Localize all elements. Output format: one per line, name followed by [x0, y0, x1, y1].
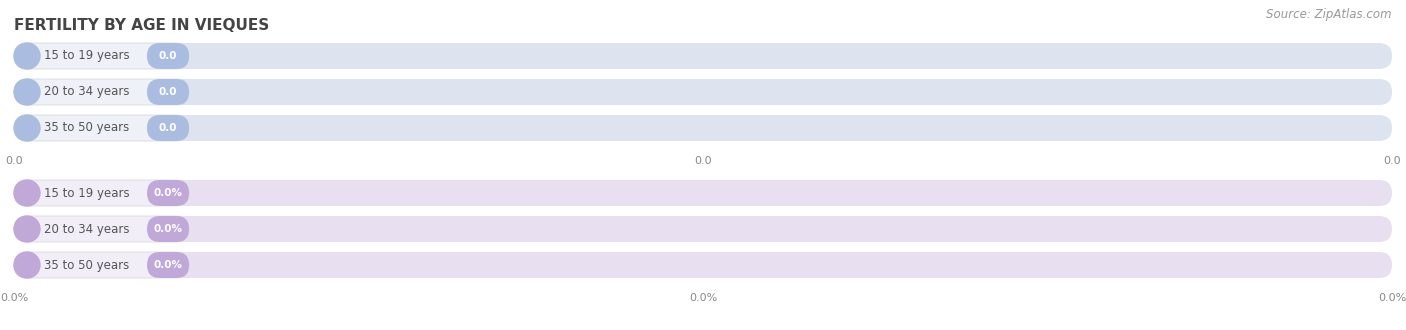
FancyBboxPatch shape [14, 43, 1392, 69]
Text: 0.0: 0.0 [159, 51, 177, 61]
Text: 0.0%: 0.0% [0, 293, 28, 303]
Circle shape [14, 180, 39, 206]
FancyBboxPatch shape [148, 43, 188, 69]
Text: 35 to 50 years: 35 to 50 years [44, 258, 129, 272]
Circle shape [14, 115, 39, 141]
Text: 0.0: 0.0 [159, 123, 177, 133]
Circle shape [14, 79, 39, 105]
FancyBboxPatch shape [14, 79, 188, 105]
Text: 0.0%: 0.0% [153, 188, 183, 198]
Text: 0.0: 0.0 [1384, 156, 1400, 166]
Circle shape [14, 252, 39, 278]
FancyBboxPatch shape [14, 216, 188, 242]
Text: 0.0: 0.0 [6, 156, 22, 166]
Text: 15 to 19 years: 15 to 19 years [44, 50, 129, 62]
FancyBboxPatch shape [14, 115, 1392, 141]
Text: 0.0%: 0.0% [153, 260, 183, 270]
Text: 0.0%: 0.0% [153, 224, 183, 234]
Text: 0.0%: 0.0% [1378, 293, 1406, 303]
Text: 0.0%: 0.0% [689, 293, 717, 303]
Text: 15 to 19 years: 15 to 19 years [44, 186, 129, 200]
Text: Source: ZipAtlas.com: Source: ZipAtlas.com [1267, 8, 1392, 21]
Circle shape [14, 216, 39, 242]
Text: FERTILITY BY AGE IN VIEQUES: FERTILITY BY AGE IN VIEQUES [14, 18, 270, 33]
Text: 20 to 34 years: 20 to 34 years [44, 85, 129, 98]
FancyBboxPatch shape [148, 180, 188, 206]
FancyBboxPatch shape [14, 252, 188, 278]
FancyBboxPatch shape [14, 43, 188, 69]
FancyBboxPatch shape [148, 79, 188, 105]
FancyBboxPatch shape [14, 79, 1392, 105]
FancyBboxPatch shape [14, 252, 1392, 278]
FancyBboxPatch shape [148, 252, 188, 278]
Text: 20 to 34 years: 20 to 34 years [44, 222, 129, 236]
FancyBboxPatch shape [148, 115, 188, 141]
FancyBboxPatch shape [14, 115, 188, 141]
FancyBboxPatch shape [148, 216, 188, 242]
Text: 35 to 50 years: 35 to 50 years [44, 121, 129, 135]
FancyBboxPatch shape [14, 216, 1392, 242]
Text: 0.0: 0.0 [695, 156, 711, 166]
Text: 0.0: 0.0 [159, 87, 177, 97]
FancyBboxPatch shape [14, 180, 188, 206]
Circle shape [14, 43, 39, 69]
FancyBboxPatch shape [14, 180, 1392, 206]
